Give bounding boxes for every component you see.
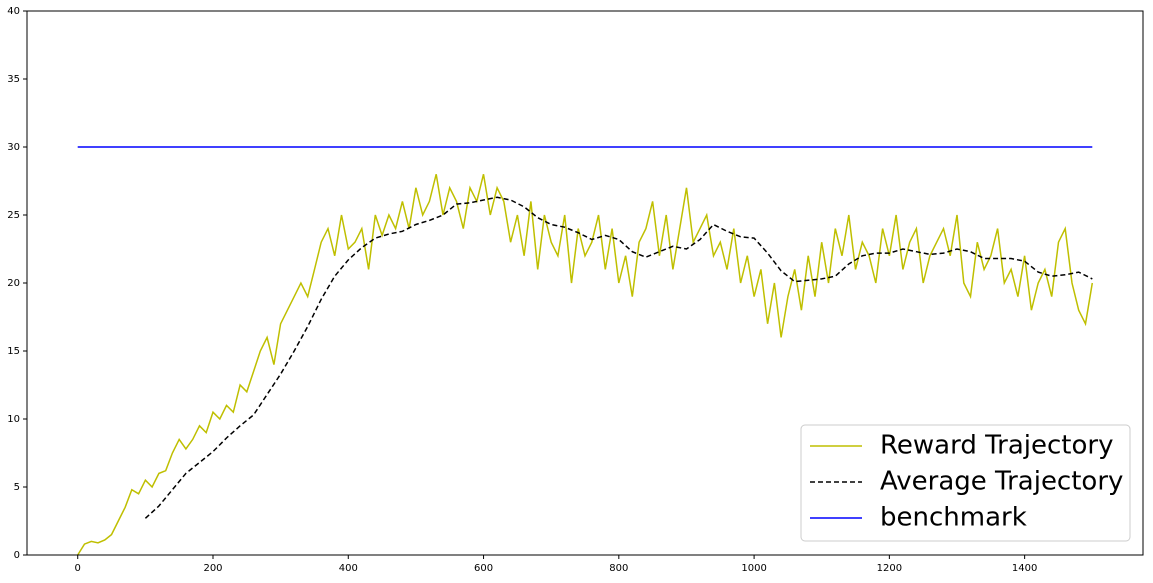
- y-tick-label: 30: [7, 142, 20, 153]
- x-tick-label: 1400: [1012, 563, 1037, 574]
- x-tick-label: 1200: [877, 563, 902, 574]
- y-tick-label: 15: [7, 346, 20, 357]
- series-line: [144, 196, 1093, 519]
- x-tick-label: 400: [339, 563, 358, 574]
- series-line: [77, 174, 1094, 556]
- legend-box: [800, 424, 1131, 542]
- y-tick-label: 0: [14, 550, 20, 561]
- x-tick-label: 600: [474, 563, 493, 574]
- y-tick-label: 5: [14, 482, 20, 493]
- x-tick-label: 800: [609, 563, 628, 574]
- x-tick-label: 200: [203, 563, 222, 574]
- y-tick-label: 10: [7, 414, 20, 425]
- y-tick-label: 25: [7, 210, 20, 221]
- x-tick-label: 0: [75, 563, 81, 574]
- y-tick-label: 20: [7, 278, 20, 289]
- legend-label: Reward Trajectory: [880, 431, 1113, 461]
- y-tick-label: 35: [7, 74, 20, 85]
- legend-label: Average Trajectory: [880, 467, 1123, 497]
- plot-frame: [26, 10, 1144, 556]
- x-tick-label: 1000: [741, 563, 766, 574]
- legend: Reward Trajectory Average Trajectory bench…: [800, 424, 1131, 542]
- y-tick-label: 40: [7, 6, 20, 17]
- legend-label: benchmark: [880, 503, 1027, 533]
